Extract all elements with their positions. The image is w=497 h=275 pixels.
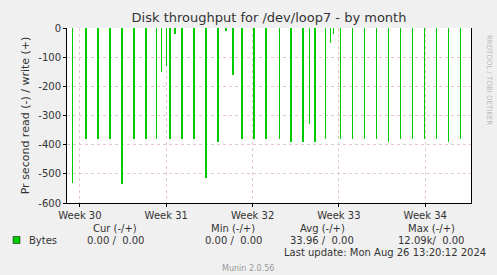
svg-text:Disk throughput for /dev/loop7: Disk throughput for /dev/loop7 - by mont…: [132, 10, 407, 25]
svg-text:Week 32: Week 32: [231, 210, 274, 221]
svg-text:RRDTOOL / TOBI OETIKER: RRDTOOL / TOBI OETIKER: [485, 35, 493, 125]
svg-text:-300: -300: [38, 110, 61, 121]
svg-text:Week 33: Week 33: [317, 210, 360, 221]
svg-text:Last update: Mon Aug 26 13:20:: Last update: Mon Aug 26 13:20:12 2024: [284, 247, 486, 258]
svg-text:Week 30: Week 30: [58, 210, 101, 221]
svg-text:33.96 / 0.00: 33.96 / 0.00: [290, 235, 354, 246]
svg-text:Pr second read (-) / write (+): Pr second read (-) / write (+): [19, 37, 32, 195]
svg-text:12.09k/ 0.00: 12.09k/ 0.00: [398, 235, 464, 246]
svg-text:-200: -200: [38, 81, 61, 92]
svg-text:0: 0: [55, 23, 61, 34]
svg-text:-100: -100: [38, 52, 61, 63]
svg-text:-600: -600: [38, 198, 61, 209]
svg-text:Week 34: Week 34: [404, 210, 447, 221]
svg-text:-500: -500: [38, 168, 61, 179]
svg-text:0.00 / 0.00: 0.00 / 0.00: [87, 235, 144, 246]
svg-text:Munin 2.0.56: Munin 2.0.56: [222, 264, 274, 273]
svg-text:Bytes: Bytes: [29, 235, 57, 246]
svg-text:Cur (-/+): Cur (-/+): [93, 223, 137, 234]
svg-text:Max (-/+): Max (-/+): [408, 223, 455, 234]
svg-text:Week 31: Week 31: [145, 210, 188, 221]
svg-text:-400: -400: [38, 139, 61, 150]
svg-text:0.00 / 0.00: 0.00 / 0.00: [205, 235, 262, 246]
svg-text:Avg (-/+): Avg (-/+): [300, 223, 345, 234]
svg-text:Min (-/+): Min (-/+): [211, 223, 255, 234]
